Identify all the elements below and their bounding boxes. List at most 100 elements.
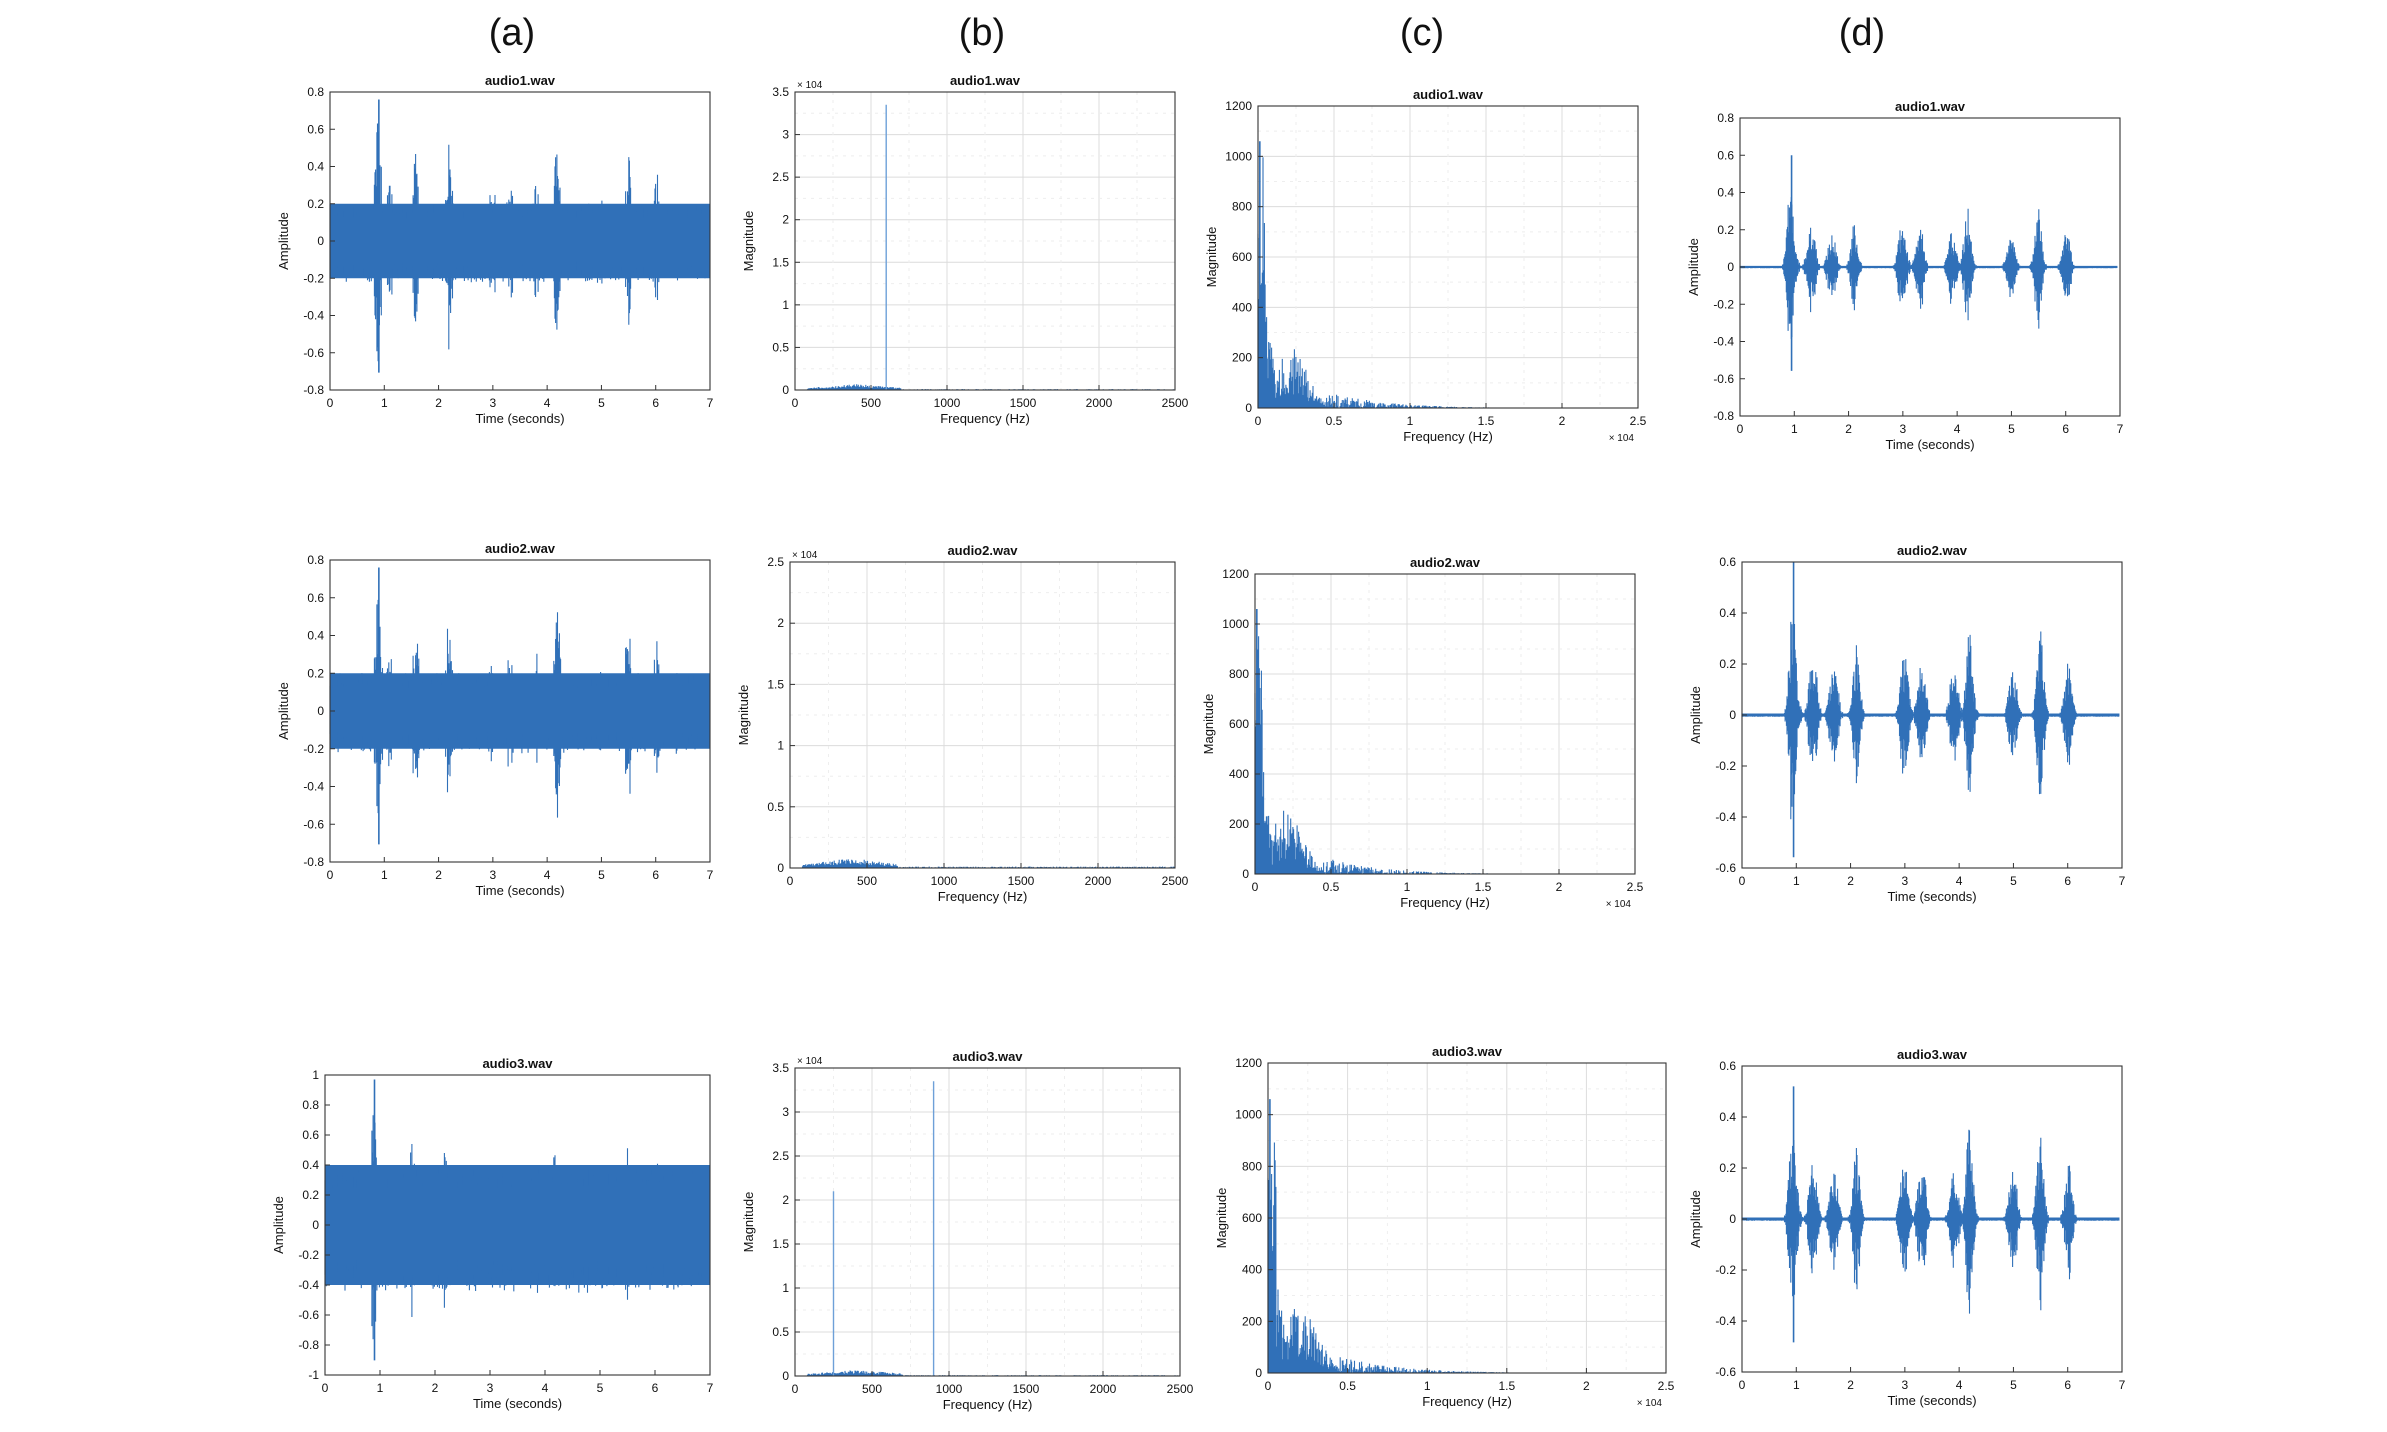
y-tick-label: 0.6 bbox=[1719, 555, 1736, 569]
y-axis-label: Amplitude bbox=[276, 212, 291, 270]
y-tick-label: -0.4 bbox=[1715, 1314, 1736, 1328]
y-tick-label: 0.4 bbox=[1719, 1110, 1736, 1124]
panel-c3: 0 0.5 1 1.5 2 2.5 0 200 400 600 800 1000 1200 audio3.… bbox=[1214, 1044, 1675, 1409]
x-tick-label: 0 bbox=[787, 874, 794, 888]
y-tick-label: 1200 bbox=[1235, 1056, 1262, 1070]
y-tick-label: 0 bbox=[317, 704, 324, 718]
y-axis-label: Amplitude bbox=[1688, 1190, 1703, 1248]
signal-d3 bbox=[1741, 1086, 2120, 1343]
signal-a2 bbox=[329, 567, 710, 845]
x-tick-label: 3 bbox=[487, 1381, 494, 1395]
y-tick-label: -1 bbox=[308, 1368, 319, 1382]
y-tick-label: -0.6 bbox=[1715, 1365, 1736, 1379]
x-tick-label: 0.5 bbox=[1323, 880, 1340, 894]
x-tick-label: 1 bbox=[377, 1381, 384, 1395]
x-tick-label: 5 bbox=[2008, 422, 2015, 436]
y-tick-label: 0 bbox=[1255, 1366, 1262, 1380]
y-tick-label: -0.4 bbox=[298, 1278, 319, 1292]
y-tick-label: -0.2 bbox=[1715, 1263, 1736, 1277]
x-axis-label: Frequency (Hz) bbox=[1400, 895, 1490, 910]
y-tick-label: 0 bbox=[317, 234, 324, 248]
x-tick-label: 0 bbox=[1255, 414, 1262, 428]
y-tick-label: 0 bbox=[1729, 1212, 1736, 1226]
x-axis-label: Time (seconds) bbox=[475, 883, 564, 898]
column-label-d: (d) bbox=[1838, 12, 1886, 54]
x-axis-label: Frequency (Hz) bbox=[940, 411, 1030, 426]
y-tick-label: 600 bbox=[1242, 1211, 1262, 1225]
x-axis-label: Time (seconds) bbox=[475, 411, 564, 426]
x-tick-label: 0 bbox=[792, 1382, 799, 1396]
x-tick-label: 0 bbox=[792, 396, 799, 410]
y-axis-label: Magnitude bbox=[1201, 694, 1216, 755]
y-tick-label: 1 bbox=[782, 298, 789, 312]
y-tick-label: 0.5 bbox=[767, 800, 784, 814]
y-tick-label: -0.8 bbox=[303, 855, 324, 869]
x-tick-label: 5 bbox=[598, 868, 605, 882]
y-multiplier: × 104 bbox=[797, 1056, 823, 1067]
tick-labels: 0 1 2 3 4 5 6 7 -0.6 -0.4 -0.2 0 0.2 0.4 0.6 bbox=[1715, 1059, 2125, 1392]
tick-labels: 0 500 1000 1500 2000 2500 0 0.5 1 1.5 2 2.5 3 3.5 bbox=[772, 85, 1188, 410]
x-tick-label: 6 bbox=[652, 868, 659, 882]
panel-a3: 0 1 2 3 4 5 6 7 -1 -0.8 -0.6 -0.4 -0.2 0 0.2 0.4 0.6 0.8 1… bbox=[271, 1056, 714, 1411]
x-tick-label: 7 bbox=[707, 868, 714, 882]
x-tick-label: 6 bbox=[652, 1381, 659, 1395]
x-axis-label: Frequency (Hz) bbox=[943, 1397, 1033, 1412]
y-tick-label: -0.2 bbox=[1713, 297, 1734, 311]
y-tick-label: 0.8 bbox=[302, 1098, 319, 1112]
x-tick-label: 2 bbox=[432, 1381, 439, 1395]
chart-title: audio2.wav bbox=[947, 543, 1018, 558]
x-axis-label: Time (seconds) bbox=[1885, 437, 1974, 452]
x-tick-label: 7 bbox=[2117, 422, 2124, 436]
y-tick-label: 1 bbox=[782, 1281, 789, 1295]
y-tick-label: 0.6 bbox=[302, 1128, 319, 1142]
panel-d3: 0 1 2 3 4 5 6 7 -0.6 -0.4 -0.2 0 0.2 0.4 0.6 audio3.wav… bbox=[1688, 1047, 2126, 1408]
chart-title: audio2.wav bbox=[1410, 555, 1481, 570]
y-tick-label: 0.6 bbox=[1719, 1059, 1736, 1073]
y-tick-label: -0.2 bbox=[298, 1248, 319, 1262]
axes-box bbox=[794, 91, 1176, 391]
y-tick-label: 0.6 bbox=[307, 122, 324, 136]
x-tick-label: 4 bbox=[1954, 422, 1961, 436]
chart-title: audio1.wav bbox=[950, 73, 1021, 88]
y-tick-label: 0.2 bbox=[307, 666, 324, 680]
y-tick-label: 600 bbox=[1232, 250, 1252, 264]
y-tick-label: 200 bbox=[1229, 817, 1249, 831]
x-tick-label: 5 bbox=[2010, 1378, 2017, 1392]
y-axis-label: Magnitude bbox=[1214, 1188, 1229, 1249]
x-tick-label: 1000 bbox=[934, 396, 961, 410]
y-tick-label: 2 bbox=[782, 213, 789, 227]
y-tick-label: 1.5 bbox=[772, 255, 789, 269]
x-tick-label: 2 bbox=[1556, 880, 1563, 894]
x-tick-label: 2 bbox=[435, 868, 442, 882]
y-tick-label: 1.5 bbox=[767, 677, 784, 691]
x-tick-label: 1500 bbox=[1010, 396, 1037, 410]
signal-a1 bbox=[329, 99, 710, 373]
chart-title: audio1.wav bbox=[1895, 99, 1966, 114]
x-tick-label: 2500 bbox=[1162, 396, 1189, 410]
chart-title: audio1.wav bbox=[485, 73, 556, 88]
axes-box bbox=[789, 561, 1176, 869]
x-tick-label: 2 bbox=[1847, 874, 1854, 888]
x-tick-label: 0 bbox=[322, 1381, 329, 1395]
chart-title: audio2.wav bbox=[485, 541, 556, 556]
x-tick-label: 6 bbox=[2064, 1378, 2071, 1392]
x-tick-label: 500 bbox=[861, 396, 881, 410]
x-tick-label: 7 bbox=[707, 396, 714, 410]
x-tick-label: 0 bbox=[1739, 1378, 1746, 1392]
y-axis-label: Amplitude bbox=[1686, 238, 1701, 296]
x-axis-label: Time (seconds) bbox=[473, 1396, 562, 1411]
x-tick-label: 1 bbox=[381, 396, 388, 410]
x-tick-label: 2.5 bbox=[1658, 1379, 1675, 1393]
x-tick-label: 0 bbox=[1737, 422, 1744, 436]
x-tick-label: 1 bbox=[1791, 422, 1798, 436]
y-tick-label: 1200 bbox=[1225, 99, 1252, 113]
y-tick-label: 0.4 bbox=[1717, 186, 1734, 200]
x-axis-label: Frequency (Hz) bbox=[1422, 1394, 1512, 1409]
x-tick-label: 1 bbox=[1793, 1378, 1800, 1392]
y-tick-label: 1000 bbox=[1225, 149, 1252, 163]
y-tick-label: 600 bbox=[1229, 717, 1249, 731]
x-tick-label: 2500 bbox=[1167, 1382, 1194, 1396]
x-tick-label: 1.5 bbox=[1498, 1379, 1515, 1393]
x-axis-label: Time (seconds) bbox=[1887, 1393, 1976, 1408]
y-tick-label: -0.6 bbox=[1715, 861, 1736, 875]
